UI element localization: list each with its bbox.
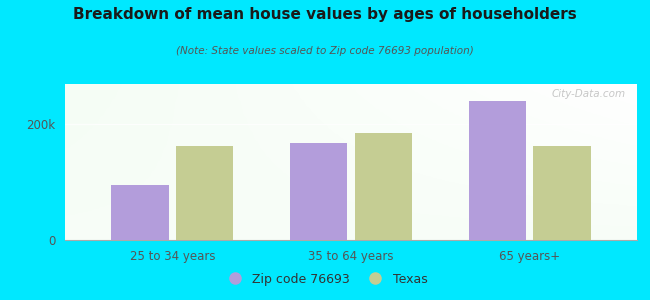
Legend: Zip code 76693, Texas: Zip code 76693, Texas bbox=[218, 268, 432, 291]
Text: Breakdown of mean house values by ages of householders: Breakdown of mean house values by ages o… bbox=[73, 8, 577, 22]
Bar bbox=[290, 143, 347, 240]
Text: (Note: State values scaled to Zip code 76693 population): (Note: State values scaled to Zip code 7… bbox=[176, 46, 474, 56]
Text: City-Data.com: City-Data.com bbox=[551, 89, 625, 99]
Bar bbox=[112, 185, 169, 240]
Bar bbox=[469, 101, 527, 240]
Bar bbox=[176, 146, 233, 240]
Bar bbox=[355, 133, 412, 240]
Bar bbox=[534, 146, 590, 240]
